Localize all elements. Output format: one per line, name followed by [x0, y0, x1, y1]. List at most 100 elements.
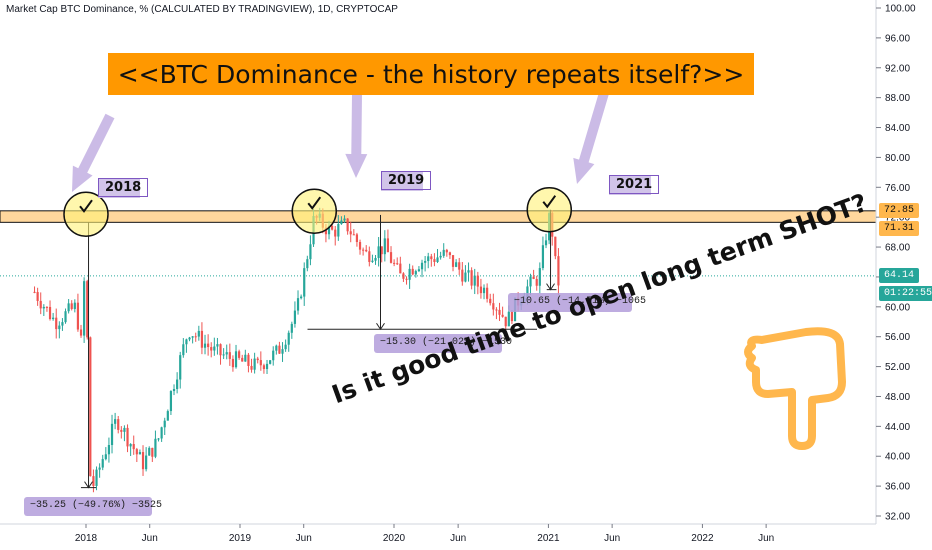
y-tick-label: 60.00 [885, 302, 910, 313]
candle-body [470, 270, 473, 286]
candle-body [110, 423, 114, 446]
zone-bottom-price-tag: 71.31 [879, 221, 920, 236]
candle-body [145, 455, 148, 470]
candle-body [182, 344, 185, 356]
candle-body [430, 256, 433, 260]
candle-body [253, 358, 256, 370]
candle-body [284, 344, 287, 350]
candle-body [52, 317, 55, 320]
y-tick-label: 44.00 [885, 422, 910, 433]
y-tick-label: 36.00 [885, 482, 910, 493]
candle-body [448, 252, 452, 256]
drawdown-arrowhead-2 [546, 283, 555, 291]
y-tick-label: 92.00 [885, 63, 910, 74]
zone-top-price-tag: 72.85 [879, 203, 920, 218]
candle-body [179, 355, 182, 380]
candle-body [365, 249, 368, 252]
candle-body [95, 469, 98, 486]
candle-body [290, 323, 293, 333]
y-tick-label: 88.00 [885, 93, 910, 104]
candle-body [535, 278, 538, 286]
candle-body [166, 411, 169, 421]
candle-body [92, 476, 95, 486]
candle-body [278, 345, 281, 354]
candle-body [386, 238, 390, 253]
drawdown-label-bg-1 [374, 334, 502, 353]
chart-title: Market Cap BTC Dominance, % (CALCULATED … [6, 4, 398, 15]
drawdown-label-2019: −15.30 (−21.02%) −1530 [380, 337, 513, 348]
candle-body [42, 306, 45, 309]
candle-body [461, 269, 464, 282]
candle-body [228, 352, 231, 359]
pointing-down-hand-icon [744, 327, 846, 450]
bar-countdown-tag: 01:22:55 [879, 286, 932, 301]
candle-body [380, 246, 383, 255]
candle-body [191, 336, 194, 338]
candle-body [58, 325, 61, 330]
candle-body [272, 350, 275, 361]
candle-body [371, 260, 374, 262]
x-tick-label: 2019 [229, 533, 252, 544]
x-tick-label: Jun [296, 533, 312, 544]
candle-body [250, 365, 253, 370]
highlight-circle-1 [291, 188, 338, 234]
x-tick-label: Jun [142, 533, 158, 544]
candle-body [349, 231, 352, 235]
candle-body [104, 454, 107, 460]
candle-body [504, 316, 507, 327]
candle-body [324, 227, 328, 235]
candle-body [433, 259, 436, 262]
candle-body [241, 357, 244, 362]
candle-body [247, 354, 250, 366]
drawdown-label-2018: −35.25 (−49.76%) −3525 [30, 500, 163, 511]
candle-body [129, 444, 132, 447]
candle-body [541, 245, 545, 269]
resistance-zone [0, 210, 877, 223]
candle-body [262, 365, 266, 370]
highlight-circle-0 [63, 191, 109, 237]
candle-body [358, 242, 362, 250]
candle-body [383, 238, 386, 255]
candle-body [151, 447, 154, 457]
candle-body [442, 249, 445, 256]
candle-body [411, 268, 414, 275]
headline-text: <<BTC Dominance - the history repeats it… [117, 59, 745, 89]
candle-body [83, 281, 86, 336]
candle-body [501, 314, 504, 317]
candle-body [327, 225, 331, 235]
candle-body [532, 276, 535, 279]
candle-body [300, 296, 303, 299]
candle-body [70, 303, 73, 309]
candle-body [464, 272, 467, 282]
candle-body [275, 345, 278, 351]
candle-body [337, 224, 340, 237]
candle-body [64, 311, 67, 323]
drawdown-arrowhead-1 [376, 322, 385, 331]
candle-body [148, 447, 151, 456]
candle-body [259, 360, 262, 366]
y-tick-label: 68.00 [885, 243, 910, 254]
candle-body [89, 337, 92, 477]
candle-body [101, 459, 104, 468]
candle-body [169, 391, 173, 412]
y-tick-label: 52.00 [885, 362, 910, 373]
candle-body [417, 269, 421, 272]
candle-body [343, 218, 346, 221]
candle-body [45, 306, 49, 308]
candle-body [402, 273, 405, 279]
candle-body [309, 244, 312, 260]
candle-body [287, 332, 290, 345]
y-tick-label: 84.00 [885, 123, 910, 134]
candle-body [439, 255, 442, 258]
candle-body [79, 329, 83, 336]
candle-body [61, 322, 64, 326]
candle-body [510, 311, 514, 322]
drawdown-label-bg-0 [24, 497, 152, 516]
candle-body [362, 249, 365, 251]
candle-body [188, 337, 191, 340]
candle-body [39, 300, 42, 309]
candle-body [163, 420, 166, 428]
candle-body [476, 275, 479, 287]
